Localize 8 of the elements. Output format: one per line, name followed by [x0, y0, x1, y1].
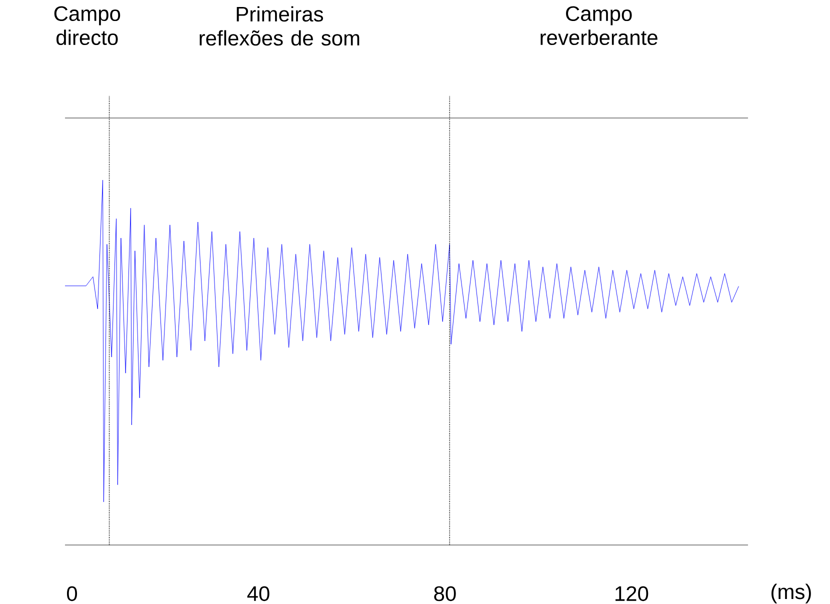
x-axis-title: (ms): [772, 584, 811, 604]
text: Campo reverberante: [540, 6, 658, 46]
text: Campo directo: [54, 6, 120, 46]
x-tick-label: 0: [66, 586, 78, 602]
text: Primeiras reflexões de som: [200, 6, 360, 46]
x-tick-label: 120: [616, 586, 648, 602]
x-tick-label: 40: [247, 586, 270, 602]
x-tick-label: 80: [434, 586, 456, 602]
